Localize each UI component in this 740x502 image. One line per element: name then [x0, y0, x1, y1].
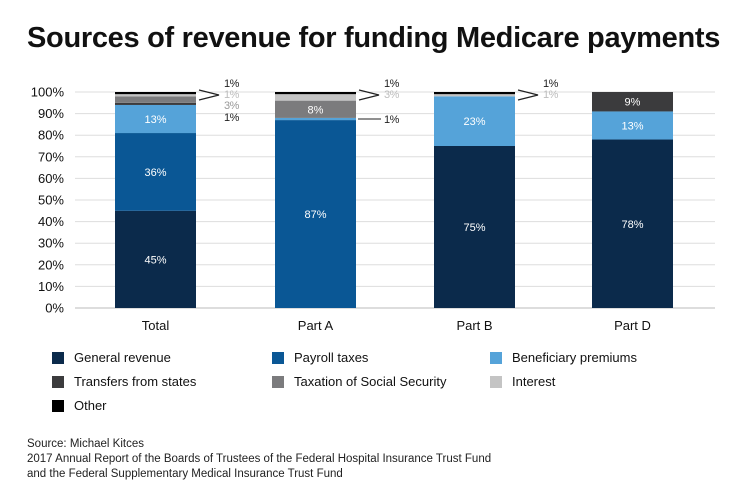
- legend-swatch: [272, 351, 284, 364]
- y-tick-label: 10%: [38, 279, 64, 294]
- legend-swatch: [52, 351, 64, 364]
- legend-item: Beneficiary premiums: [490, 350, 637, 365]
- legend-label: Interest: [512, 374, 556, 389]
- x-tick-label: Total: [142, 318, 170, 333]
- legend-item: Transfers from states: [52, 374, 196, 389]
- y-tick-label: 80%: [38, 128, 64, 143]
- legend-label: Transfers from states: [74, 374, 197, 389]
- legend-item: Other: [52, 398, 107, 413]
- legend-swatch: [272, 375, 284, 388]
- data-label: 1%: [384, 114, 400, 126]
- data-label: 8%: [308, 104, 324, 116]
- bar-segment: [115, 102, 196, 105]
- y-tick-label: 20%: [38, 257, 64, 272]
- label-leader: [198, 89, 220, 101]
- data-label: 78%: [621, 219, 643, 231]
- data-label: 87%: [304, 209, 326, 221]
- legend-label: Taxation of Social Security: [294, 374, 447, 389]
- data-label: 1%: [224, 78, 240, 90]
- legend-item: Taxation of Social Security: [272, 374, 446, 389]
- bar-segment: [434, 94, 515, 97]
- bar-segment: [115, 210, 196, 308]
- y-tick-label: 90%: [38, 106, 64, 121]
- bar-segment: [275, 100, 356, 118]
- bar-segment: [115, 94, 196, 97]
- label-leader: [358, 89, 380, 101]
- data-label: 23%: [463, 116, 485, 128]
- chart-title: Sources of revenue for funding Medicare …: [27, 22, 721, 54]
- bar-segment: [592, 92, 673, 112]
- bar-segment: [592, 111, 673, 140]
- bar-segment: [115, 133, 196, 211]
- x-tick-label: Part A: [298, 318, 334, 333]
- y-tick-label: 40%: [38, 214, 64, 229]
- source-line: Source: Michael Kitces: [27, 438, 144, 450]
- bar-segment: [434, 92, 515, 95]
- legend-label: Beneficiary premiums: [512, 350, 637, 365]
- bar-segment: [434, 96, 515, 146]
- bar-segment: [275, 117, 356, 121]
- bar-segment: [275, 92, 356, 95]
- data-label: 1%: [224, 112, 240, 124]
- label-leader: [517, 89, 539, 101]
- legend-swatch: [490, 375, 502, 388]
- source-line: 2017 Annual Report of the Boards of Trus…: [27, 453, 492, 465]
- legend-item: Interest: [490, 374, 555, 389]
- data-label: 1%: [543, 89, 559, 101]
- legend-swatch: [52, 399, 64, 412]
- data-label: 9%: [625, 97, 641, 109]
- bar-segment: [592, 139, 673, 308]
- bar-segment: [434, 146, 515, 308]
- data-label: 1%: [384, 78, 400, 90]
- data-label: 1%: [543, 78, 559, 90]
- y-tick-label: 50%: [38, 193, 64, 208]
- source-note: Source: Michael Kitces 2017 Annual Repor…: [27, 437, 491, 482]
- legend-label: General revenue: [74, 350, 171, 365]
- y-tick-label: 0%: [45, 301, 64, 316]
- bar-segment: [275, 120, 356, 308]
- data-label: 13%: [144, 114, 166, 126]
- legend-item: Payroll taxes: [272, 350, 368, 365]
- legend-item: General revenue: [52, 350, 171, 365]
- x-tick-label: Part B: [456, 318, 492, 333]
- y-tick-label: 100%: [31, 85, 65, 100]
- bar-segment: [115, 92, 196, 95]
- data-label: 3%: [384, 89, 400, 101]
- data-label: 75%: [463, 222, 485, 234]
- y-tick-label: 30%: [38, 236, 64, 251]
- data-label: 1%: [224, 89, 240, 101]
- x-tick-label: Part D: [614, 318, 651, 333]
- bar-segment: [115, 104, 196, 134]
- y-tick-label: 70%: [38, 149, 64, 164]
- source-line: and the Federal Supplementary Medical In…: [27, 468, 343, 480]
- bar-segment: [275, 94, 356, 101]
- data-label: 13%: [621, 120, 643, 132]
- data-label: 36%: [144, 167, 166, 179]
- legend-label: Other: [74, 398, 107, 413]
- data-label: 3%: [224, 100, 240, 112]
- stacked-bar-chart: 0% 10% 20% 30% 40% 50% 60% 70% 80% 90% 100% 45% 36% 1…: [31, 78, 715, 333]
- bar-segment: [115, 96, 196, 103]
- legend-label: Payroll taxes: [294, 350, 369, 365]
- y-tick-label: 60%: [38, 171, 64, 186]
- legend-swatch: [52, 375, 64, 388]
- data-label: 45%: [144, 254, 166, 266]
- legend-swatch: [490, 351, 502, 364]
